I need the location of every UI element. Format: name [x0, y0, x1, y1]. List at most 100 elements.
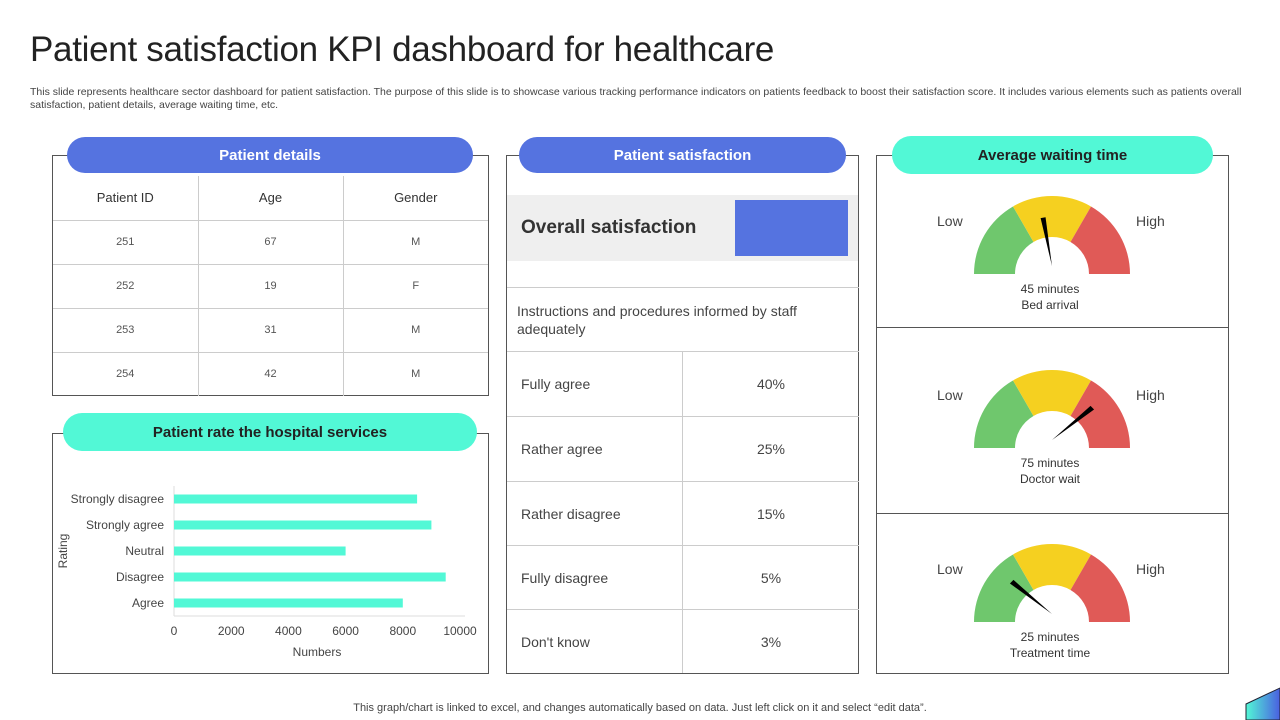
page-description: This slide represents healthcare sector … [30, 86, 1242, 111]
row-value: 15% [756, 505, 786, 522]
gauge-dial [974, 370, 1130, 448]
bar [174, 520, 432, 530]
gauge-doctor-wait: Low High 75 minutes Doctor wait [877, 327, 1228, 513]
header-patient-id: Patient ID [53, 176, 199, 221]
cell: 251 [53, 219, 199, 265]
row-label: Rather agree [507, 417, 683, 481]
gauge-needle-icon [1040, 217, 1052, 266]
gauge-low-label: Low [937, 213, 963, 229]
gauge-caption: 75 minutes Doctor wait [950, 455, 1150, 487]
category-label: Disagree [116, 570, 164, 584]
overall-satisfaction-label: Overall satisfaction [521, 217, 697, 238]
cell: M [342, 351, 488, 396]
footer-note: This graph/chart is linked to excel, and… [353, 702, 927, 714]
x-tick-label: 10000 [443, 624, 477, 638]
gauge-caption: 25 minutes Treatment time [950, 629, 1150, 661]
table-row: 251 67 M [53, 219, 488, 265]
bar [174, 546, 346, 556]
row-label: Don't know [507, 610, 683, 673]
x-tick-label: 2000 [218, 624, 245, 638]
cell: 254 [53, 351, 199, 396]
x-tick-label: 6000 [332, 624, 359, 638]
hospital-services-chart: Strongly disagree Strongly agree Neutral Di… [56, 486, 477, 659]
gauge-low-label: Low [937, 387, 963, 403]
waiting-time-header: Average waiting time [892, 136, 1213, 174]
gauge-mid-segment [1013, 196, 1091, 242]
satisfaction-row: Fully disagree 5% [507, 545, 859, 609]
x-tick-label: 8000 [389, 624, 416, 638]
gauge-low-segment [974, 554, 1034, 622]
gauge-treatment-time: Low High 25 minutes Treatment time [877, 513, 1228, 674]
row-label: Fully disagree [507, 546, 683, 609]
cell: 19 [197, 263, 344, 309]
satisfaction-row: Don't know 3% [507, 609, 859, 673]
category-label: Neutral [125, 544, 164, 558]
gauge-value: 25 minutes [1020, 630, 1080, 644]
x-tick-label: 4000 [275, 624, 302, 638]
row-value: 40% [756, 376, 786, 392]
row-label: Fully agree [507, 352, 683, 416]
overall-satisfaction-bar: Overall satisfaction [507, 195, 858, 261]
cell: 67 [197, 219, 344, 265]
bar [174, 598, 403, 608]
gauge-high-label: High [1136, 561, 1165, 577]
gauge-low-label: Low [937, 561, 963, 577]
patient-satisfaction-panel: Overall satisfaction Instructions and pr… [506, 155, 859, 674]
row-value: 3% [760, 633, 782, 650]
hospital-services-panel: Strongly disagree Strongly agree Neutral Di… [52, 433, 489, 674]
gauge-bed-arrival: Low High 45 minutes Bed arrival [877, 156, 1228, 327]
gauge-needle-icon [1052, 405, 1095, 440]
gauge-mid-segment [1013, 544, 1091, 590]
satisfaction-row: Fully agree 40% [507, 351, 859, 416]
gauge-label: Treatment time [1009, 646, 1091, 660]
gauge-caption: 45 minutes Bed arrival [950, 281, 1150, 313]
gauge-value: 45 minutes [1020, 282, 1080, 296]
gauge-mid-segment [1013, 370, 1091, 416]
x-tick-label: 0 [171, 624, 178, 638]
cell: 253 [53, 307, 199, 353]
patient-details-header: Patient details [67, 137, 473, 173]
header-age: Age [197, 176, 344, 221]
cell: M [342, 307, 488, 353]
gauge-needle-icon [1009, 579, 1052, 614]
gauge-high-segment [1070, 380, 1130, 448]
patient-table: Patient ID Age Gender 251 67 M 252 19 F 253 31 M… [53, 176, 488, 396]
x-axis-label: Numbers [293, 645, 342, 659]
cell: 252 [53, 263, 199, 309]
gauge-label: Bed arrival [1021, 298, 1079, 312]
waiting-time-panel: Low High 45 minutes Bed arrival Low High 75 mi… [876, 155, 1229, 674]
patient-satisfaction-header: Patient satisfaction [519, 137, 846, 173]
gauge-high-segment [1070, 206, 1130, 274]
gauge-dial [974, 544, 1130, 622]
row-value: 25% [756, 441, 786, 457]
row-label: Rather disagree [507, 482, 683, 545]
bar [174, 572, 446, 582]
gauge-label: Doctor wait [1019, 472, 1081, 486]
gauge-dial [974, 196, 1130, 274]
gauge-high-label: High [1136, 387, 1165, 403]
hospital-services-header: Patient rate the hospital services [63, 413, 477, 451]
cell: 42 [197, 351, 344, 396]
table-row: 254 42 M [53, 351, 488, 396]
y-axis-label: Rating [56, 534, 70, 569]
gauge-high-label: High [1136, 213, 1165, 229]
category-label: Agree [132, 596, 164, 610]
cell: F [342, 263, 488, 309]
table-header-row: Patient ID Age Gender [53, 176, 488, 221]
survey-question: Instructions and procedures informed by … [507, 287, 859, 351]
patient-details-panel: Patient ID Age Gender 251 67 M 252 19 F 253 31 M… [52, 155, 489, 396]
row-value: 5% [760, 569, 782, 586]
bar [174, 494, 418, 504]
gauge-low-segment [974, 380, 1034, 448]
satisfaction-row: Rather disagree 15% [507, 481, 859, 545]
gauge-value: 75 minutes [1020, 456, 1080, 470]
table-row: 253 31 M [53, 307, 488, 353]
satisfaction-row: Rather agree 25% [507, 416, 859, 481]
table-row: 252 19 F [53, 263, 488, 309]
cell: 31 [197, 307, 344, 353]
overall-satisfaction-indicator [735, 200, 848, 256]
corner-decoration [1245, 687, 1280, 720]
header-gender: Gender [342, 176, 488, 221]
gauge-low-segment [974, 206, 1034, 274]
gauge-high-segment [1070, 554, 1130, 622]
